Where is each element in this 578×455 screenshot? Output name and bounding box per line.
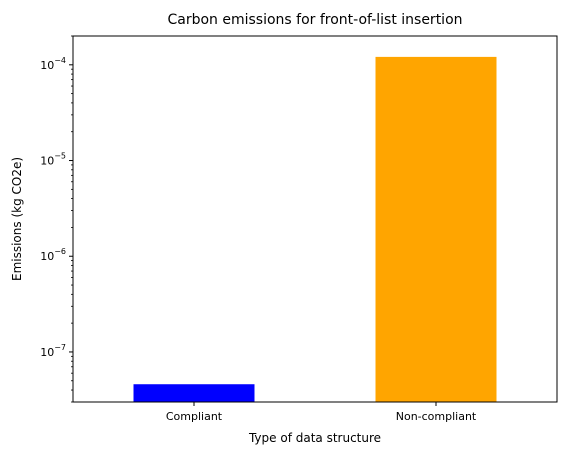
x-tick-label: Compliant (166, 410, 223, 423)
x-tick-label: Non-compliant (396, 410, 477, 423)
x-axis-ticks: Compliant Non-compliant (166, 402, 477, 423)
y-tick-label: 10−7 (40, 343, 66, 359)
chart-title: Carbon emissions for front-of-list inser… (167, 12, 462, 28)
y-axis-ticks: 10−7 10−6 10−5 10−4 (40, 35, 73, 403)
y-tick-label: 10−6 (40, 247, 66, 263)
bar-non-compliant (375, 56, 497, 402)
y-tick-label: 10−5 (40, 152, 66, 168)
plot-frame (72, 35, 558, 403)
y-axis-label: Emissions (kg CO2e) (10, 157, 24, 281)
bar-compliant (133, 384, 255, 402)
bars (133, 56, 497, 402)
x-axis-label: Type of data structure (248, 431, 381, 445)
y-tick-label: 10−4 (40, 56, 66, 72)
